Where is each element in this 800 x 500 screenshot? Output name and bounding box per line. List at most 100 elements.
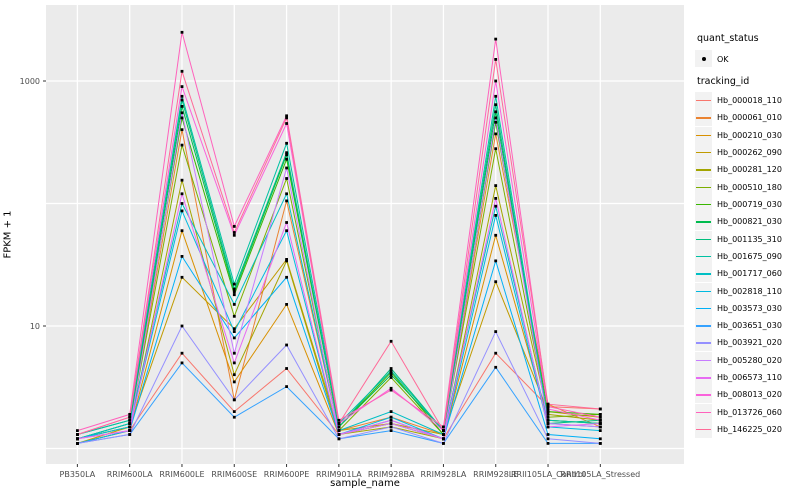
y-tick-label: 1000	[19, 76, 40, 86]
legend-key	[695, 265, 712, 283]
legend-key	[695, 299, 712, 317]
data-point	[546, 410, 550, 413]
legend-swatch-line	[696, 186, 711, 188]
data-point	[442, 437, 445, 441]
data-point	[285, 122, 288, 125]
data-point	[180, 361, 184, 365]
data-point	[232, 336, 236, 340]
data-point	[598, 415, 602, 419]
data-point	[285, 114, 288, 118]
legend-item-label: Hb_013726_060	[717, 407, 782, 417]
legend-key	[695, 334, 712, 352]
data-point	[389, 422, 393, 425]
data-point	[285, 177, 288, 180]
data-point	[232, 225, 236, 228]
x-tick-label: PB350LA	[59, 470, 96, 479]
data-point	[442, 429, 445, 432]
data-point	[546, 437, 550, 441]
legend-swatch-line	[696, 221, 711, 223]
x-tick-label: RRII105LA_Control	[510, 470, 586, 479]
data-point	[494, 204, 498, 208]
data-point	[389, 367, 393, 370]
legend-item-label: Hb_000018_110	[717, 96, 782, 105]
data-point	[494, 116, 498, 120]
data-point	[76, 433, 79, 436]
legend-item-label: Hb_000262_090	[717, 147, 782, 157]
data-point	[337, 418, 341, 422]
data-point	[232, 351, 236, 355]
legend-item-label: Hb_000719_030	[717, 199, 782, 209]
legend-key	[695, 143, 712, 161]
data-point	[494, 330, 498, 333]
legend-item-label: Hb_006573_110	[717, 373, 782, 383]
data-point	[494, 103, 498, 107]
legend-key	[695, 317, 712, 335]
data-point	[389, 386, 393, 390]
data-point	[389, 339, 393, 343]
data-point	[546, 413, 550, 416]
data-point	[337, 429, 341, 432]
data-point	[494, 365, 498, 369]
legend-item-label: Hb_000510_180	[717, 182, 782, 192]
data-point	[546, 422, 550, 425]
data-point	[546, 442, 550, 445]
data-point	[494, 214, 498, 217]
data-point	[180, 105, 184, 108]
legend-key	[695, 369, 712, 387]
data-point	[598, 442, 602, 445]
data-point	[494, 197, 498, 200]
data-point	[285, 303, 288, 306]
data-point	[128, 415, 132, 419]
data-point	[337, 422, 341, 425]
x-tick-label: RRIM600LE	[159, 470, 205, 479]
legend-key	[695, 421, 712, 439]
legend-key	[695, 109, 712, 127]
x-axis-title: sample_name	[330, 478, 400, 489]
x-tick-label: RRIM928BA	[367, 470, 415, 479]
legend-swatch-line	[696, 359, 711, 362]
data-point	[232, 410, 236, 413]
data-point	[494, 58, 498, 61]
data-point	[494, 147, 498, 151]
data-point	[598, 418, 602, 422]
data-point	[232, 290, 236, 294]
data-point	[337, 433, 341, 436]
legend-key	[695, 178, 712, 196]
data-point	[546, 418, 550, 422]
data-point	[285, 151, 288, 155]
data-point	[285, 367, 288, 370]
legend-item-label: Hb_000281_120	[717, 165, 782, 175]
data-point	[442, 425, 445, 429]
data-point	[232, 415, 236, 419]
data-point	[180, 30, 184, 34]
data-point	[76, 442, 79, 445]
legend-item-label: Hb_008013_020	[717, 390, 782, 400]
legend-key	[695, 386, 712, 404]
data-point	[128, 418, 132, 422]
data-point	[285, 153, 288, 157]
data-point	[389, 369, 393, 373]
legend-swatch-line	[696, 203, 711, 206]
legend-swatch-line	[696, 100, 711, 102]
legend-swatch-line	[696, 169, 711, 171]
data-point	[232, 373, 236, 377]
data-point	[494, 280, 498, 284]
y-axis-title: FPKM + 1	[2, 210, 14, 259]
data-point	[546, 415, 550, 419]
data-point	[232, 231, 236, 234]
legend-swatch-line	[696, 255, 711, 258]
data-point	[285, 141, 288, 145]
data-point	[128, 413, 132, 416]
legend-item-label: Hb_146225_020	[717, 425, 782, 435]
data-point	[389, 410, 393, 413]
legend-swatch-line	[696, 290, 711, 292]
data-point	[128, 429, 132, 432]
data-point	[180, 116, 184, 120]
data-point	[285, 229, 288, 233]
data-point	[285, 275, 288, 279]
legend-key	[695, 213, 712, 231]
data-point	[389, 373, 393, 377]
x-tick-label: RRIM928LE	[473, 470, 519, 479]
data-point	[494, 37, 498, 41]
